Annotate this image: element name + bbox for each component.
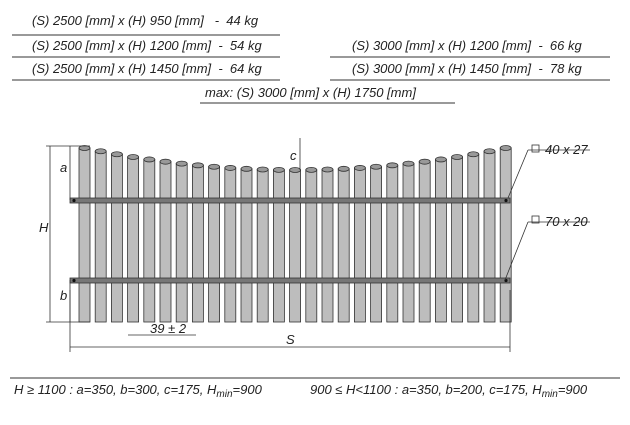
picket-cap [256, 166, 269, 173]
picket [483, 150, 496, 323]
picket-cap [467, 151, 480, 158]
picket-cap [337, 165, 350, 172]
bolt [72, 278, 76, 283]
picket [224, 167, 237, 323]
picket-cap [208, 163, 221, 170]
spec-max: max: (S) 3000 [mm] x (H) 1750 [mm] [205, 85, 416, 100]
picket [240, 168, 253, 323]
picket-cap [143, 156, 156, 163]
picket-cap [159, 158, 172, 165]
picket-cap [402, 160, 415, 167]
picket-cap [289, 167, 302, 173]
spec: (S) 2500 [mm] x (H) 1200 [mm] - 54 kg [32, 38, 262, 53]
picket-cap [418, 158, 431, 165]
picket [143, 159, 156, 323]
picket [386, 164, 399, 323]
picket-cap [272, 166, 285, 173]
picket [191, 164, 204, 323]
spec: (S) 3000 [mm] x (H) 1200 [mm] - 66 kg [352, 38, 582, 53]
bolt [504, 198, 508, 203]
dim-h: H [39, 220, 49, 235]
picket-cap [370, 163, 383, 170]
rail-label: 40 x 27 [545, 142, 588, 157]
picket-cap [175, 160, 188, 167]
picket-cap [224, 165, 237, 171]
picket-cap [499, 145, 512, 151]
bolt [72, 198, 76, 203]
spec: (S) 2500 [mm] x (H) 1450 [mm] - 64 kg [32, 61, 262, 76]
picket [272, 169, 285, 323]
dim-s: S [286, 332, 295, 347]
picket-cap [78, 145, 91, 151]
picket [402, 163, 415, 323]
picket [256, 169, 269, 323]
picket-cap [434, 156, 447, 163]
picket [418, 161, 431, 323]
rail-label: 70 x 20 [545, 214, 588, 229]
picket [111, 153, 123, 323]
picket [78, 147, 91, 323]
footer-note: 900 ≤ H<1100 : a=350, b=200, c=175, Hmin… [310, 382, 588, 400]
picket [499, 147, 512, 323]
picket [208, 166, 221, 323]
picket [175, 163, 188, 323]
dim-b: b [60, 288, 67, 303]
picket [94, 150, 107, 323]
picket [127, 156, 139, 323]
picket-cap [451, 154, 464, 160]
spec: (S) 2500 [mm] x (H) 950 [mm] - 44 kg [32, 13, 259, 28]
picket [159, 161, 172, 323]
picket [434, 159, 447, 323]
rail [69, 197, 511, 204]
picket-cap [240, 165, 253, 172]
dim-c: c [290, 148, 297, 163]
picket-cap [127, 154, 140, 160]
picket [305, 169, 318, 323]
footer-note: H ≥ 1100 : a=350, b=300, c=175, Hmin=900 [14, 382, 263, 400]
picket [289, 169, 302, 323]
picket [370, 166, 383, 323]
picket-cap [111, 151, 123, 158]
rail [69, 277, 511, 284]
picket [321, 169, 334, 323]
dim-a: a [60, 160, 67, 175]
dim-gap: 39 ± 2 [150, 321, 187, 336]
picket-cap [353, 165, 366, 171]
spec: (S) 3000 [mm] x (H) 1450 [mm] - 78 kg [352, 61, 582, 76]
picket [451, 156, 464, 323]
picket [467, 153, 480, 323]
picket-cap [321, 166, 334, 173]
dimension-lines [46, 138, 590, 352]
picket-cap [483, 148, 496, 155]
picket-cap [386, 162, 399, 169]
picket-cap [94, 148, 107, 155]
picket-cap [191, 162, 204, 169]
picket [353, 167, 366, 323]
fence [69, 145, 512, 323]
picket [337, 168, 350, 323]
table-lines [12, 34, 610, 104]
picket-cap [305, 166, 318, 173]
